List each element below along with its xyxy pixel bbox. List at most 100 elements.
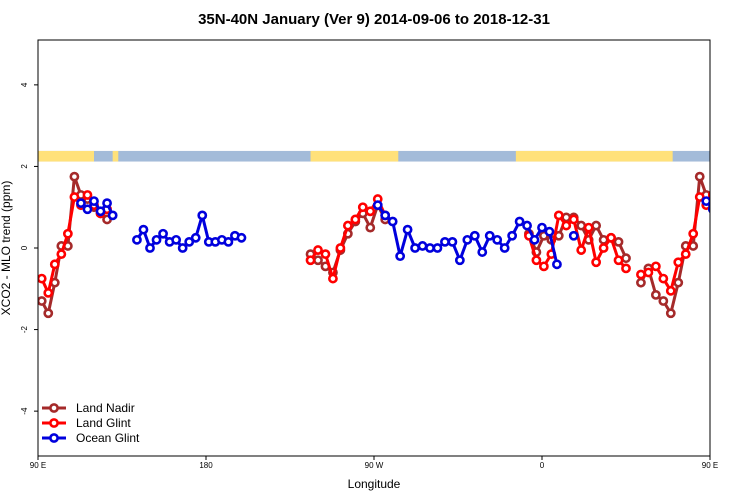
data-point	[89, 196, 99, 206]
data-point	[82, 190, 93, 200]
data-point	[49, 259, 60, 270]
data-point	[552, 259, 562, 270]
data-point	[102, 198, 112, 209]
legend-label: Land Glint	[76, 416, 131, 430]
data-point	[107, 210, 118, 221]
data-point	[158, 228, 168, 239]
data-point	[507, 230, 518, 241]
data-point	[636, 269, 646, 280]
data-point	[722, 210, 729, 217]
series-ocean-glint	[76, 196, 741, 270]
data-point	[350, 214, 361, 225]
data-point	[372, 200, 383, 211]
data-point	[365, 206, 376, 217]
data-point	[716, 204, 723, 211]
data-point	[522, 220, 532, 231]
legend-label: Ocean Glint	[76, 431, 140, 445]
data-point	[357, 202, 368, 213]
data-point	[56, 249, 67, 260]
land-band-segment	[710, 151, 750, 162]
data-point	[410, 243, 420, 253]
data-point	[583, 222, 594, 233]
data-point	[568, 230, 579, 241]
data-point	[636, 277, 646, 288]
data-point	[313, 245, 323, 255]
data-point	[69, 171, 80, 182]
data-point	[328, 273, 338, 284]
data-point	[313, 255, 323, 266]
data-point	[380, 210, 391, 221]
data-point	[335, 243, 346, 253]
series-layer	[38, 171, 741, 319]
data-point	[402, 224, 413, 235]
data-point	[658, 273, 669, 284]
legend-item: Land Glint	[42, 416, 131, 430]
data-point	[553, 210, 564, 221]
data-point	[342, 220, 353, 231]
y-axis: -4 -2 0 2 4	[20, 82, 38, 415]
land-band-segment	[310, 150, 399, 162]
data-point	[650, 261, 661, 272]
data-point	[621, 263, 631, 274]
data-point	[320, 249, 331, 260]
data-point	[492, 234, 503, 245]
y-axis-title: XCO2 - MLO trend (ppm)	[0, 181, 13, 316]
legend-swatch-marker	[49, 403, 59, 413]
data-point	[722, 204, 729, 211]
data-point	[138, 224, 149, 235]
data-point	[716, 202, 723, 209]
data-point	[538, 261, 549, 272]
data-point	[716, 197, 723, 204]
data-point	[576, 245, 587, 255]
data-point	[688, 228, 699, 239]
data-point	[38, 296, 47, 306]
data-point	[145, 243, 155, 253]
data-point	[665, 308, 676, 319]
data-point	[499, 243, 510, 253]
x-tick-label: 90 W	[365, 461, 384, 470]
data-point	[694, 192, 705, 202]
data-point	[82, 204, 93, 215]
x-axis: 90 E 180 90 W 0 90 E	[30, 456, 718, 470]
data-point	[62, 228, 73, 239]
data-point	[43, 308, 54, 319]
data-point	[606, 232, 616, 243]
data-point	[69, 192, 80, 202]
x-tick-label: 0	[540, 461, 545, 470]
y-tick-label: -2	[20, 325, 29, 333]
data-point	[190, 232, 201, 243]
data-point	[484, 230, 495, 241]
data-point	[650, 290, 661, 300]
y-tick-label: 2	[20, 164, 29, 169]
data-point	[132, 234, 142, 245]
data-point	[701, 196, 710, 206]
data-point	[417, 241, 428, 251]
land-band-segment	[515, 150, 673, 162]
data-point	[613, 236, 624, 247]
data-point	[477, 247, 488, 257]
data-point	[544, 226, 555, 237]
data-point	[722, 210, 729, 217]
data-point	[454, 255, 465, 266]
data-point	[440, 236, 450, 247]
data-point	[561, 220, 572, 231]
data-point	[462, 234, 473, 245]
data-point	[432, 243, 443, 253]
data-point	[734, 212, 741, 219]
data-point	[576, 220, 587, 231]
y-tick-label: -4	[20, 407, 29, 415]
series-land-glint	[38, 190, 729, 298]
legend-item: Land Nadir	[42, 401, 135, 415]
data-point	[38, 273, 47, 284]
data-point	[184, 236, 195, 247]
data-point	[171, 234, 182, 245]
data-point	[729, 200, 736, 207]
data-point	[643, 267, 654, 278]
data-point	[514, 216, 525, 227]
data-point	[177, 243, 188, 253]
data-point	[305, 255, 316, 266]
data-point	[591, 220, 602, 231]
data-point	[95, 206, 106, 217]
